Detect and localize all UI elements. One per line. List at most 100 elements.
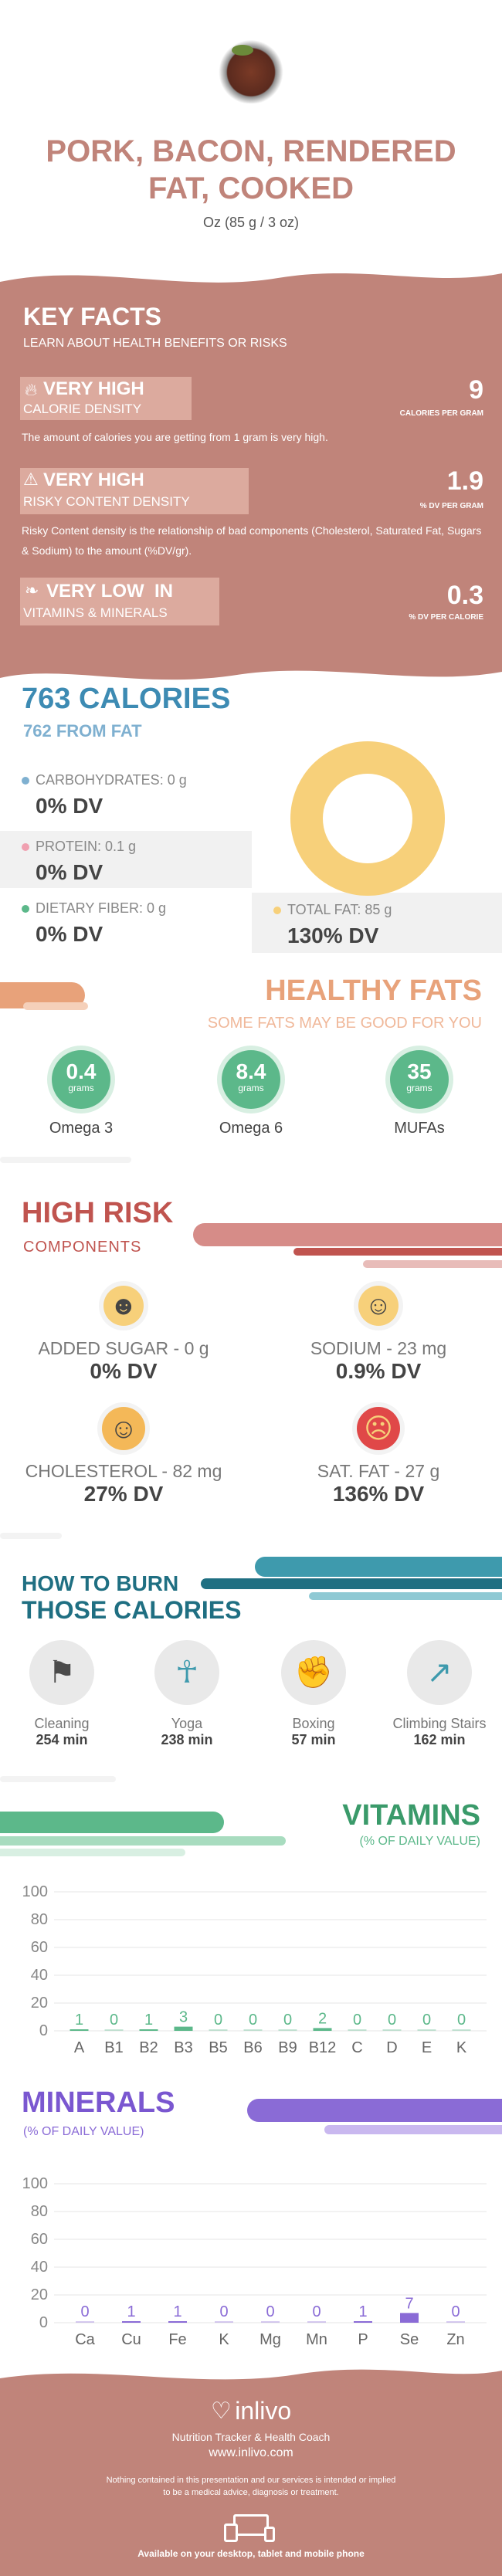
fat-block: TOTAL FAT: 85 g 130% DV xyxy=(252,893,502,953)
data-label: 1 xyxy=(127,2303,135,2320)
grin-face-icon: ☻ xyxy=(103,1286,144,1326)
bar xyxy=(446,2321,465,2323)
data-label: 0 xyxy=(266,2303,274,2320)
cleaning-icon: ⚑ xyxy=(29,1640,94,1705)
risk-dv: 136% DV xyxy=(332,1482,425,1506)
omega3-label: Omega 3 xyxy=(49,1120,114,1137)
key-facts-subtitle: LEARN ABOUT HEALTH BENEFITS OR RISKS xyxy=(23,337,287,350)
data-label: 0 xyxy=(388,2012,396,2029)
devices-icon xyxy=(224,2514,278,2542)
leaf-icon: ❧ xyxy=(25,581,39,600)
high-risk-banner xyxy=(193,1223,502,1246)
minerals-bar-chart: 0 20 40 60 80 100 0 Ca 1 Cu 1 Fe 0 K 0 Mg 0 Mn 1 P 7 Se 0 Zn xyxy=(22,2175,487,2348)
x-tick-label: C xyxy=(351,2039,362,2056)
risk-cholesterol: ☺ CHOLESTEROL - 82 mg 27% DV xyxy=(8,1407,239,1507)
footer-disclaimer: Nothing contained in this presentation a… xyxy=(106,2476,396,2497)
fat-mufas: 35 grams MUFAs xyxy=(377,1050,462,1137)
burn-activity: Yoga xyxy=(171,1716,203,1731)
y-tick-label: 20 xyxy=(31,1995,48,2012)
bar xyxy=(417,2029,436,2031)
omega6-label: Omega 6 xyxy=(219,1120,283,1137)
serving-size: Oz (85 g / 3 oz) xyxy=(202,215,300,230)
page-title: PORK, BACON, RENDERED FAT, COOKED xyxy=(46,134,456,205)
fact-name: VITAMINS & MINERALS xyxy=(23,605,168,620)
burn-time: 162 min xyxy=(413,1732,466,1747)
data-label: 0 xyxy=(451,2303,460,2320)
bar xyxy=(243,2029,263,2031)
y-tick-label: 60 xyxy=(31,1939,48,1956)
bar xyxy=(307,2321,326,2323)
fact-risky-content: ⚠ VERY HIGH RISKY CONTENT DENSITY 1.9 % … xyxy=(20,466,483,568)
sick-face-icon: ☹ xyxy=(357,1407,400,1450)
fact-value: 1.9 xyxy=(446,466,483,496)
calories-from-fat: 762 FROM FAT xyxy=(23,721,142,741)
data-label: 0 xyxy=(249,2012,257,2029)
warning-icon: ⚠ xyxy=(23,469,39,489)
y-tick-label: 80 xyxy=(31,1911,48,1928)
high-risk-subtitle: COMPONENTS xyxy=(23,1239,142,1256)
x-tick-label: B5 xyxy=(209,2039,227,2056)
key-facts-title: KEY FACTS xyxy=(23,303,161,330)
mufas-label: MUFAs xyxy=(394,1120,445,1137)
fat-dot xyxy=(273,907,281,914)
data-label: 0 xyxy=(214,2012,222,2029)
y-tick-label: 20 xyxy=(31,2286,48,2303)
y-tick-label: 100 xyxy=(22,1883,48,1900)
bar xyxy=(76,2321,94,2323)
bar xyxy=(400,2313,419,2323)
data-label: 1 xyxy=(173,2303,181,2320)
burn-activity: Climbing Stairs xyxy=(392,1716,487,1731)
data-label: 7 xyxy=(405,2295,413,2312)
x-tick-label: Ca xyxy=(75,2331,95,2348)
x-tick-label: B3 xyxy=(174,2039,192,2056)
brand-name: inlivo xyxy=(235,2397,292,2425)
x-tick-label: A xyxy=(74,2039,85,2056)
data-label: 1 xyxy=(75,2012,83,2029)
mufas-circle: 35 grams xyxy=(390,1050,449,1109)
stairs-icon: ↗ xyxy=(407,1640,472,1705)
healthy-fats-subtitle: SOME FATS MAY BE GOOD FOR YOU xyxy=(207,1015,482,1032)
x-tick-label: P xyxy=(358,2331,368,2348)
risk-label: SAT. FAT - 27 g xyxy=(317,1461,440,1481)
x-tick-label: B6 xyxy=(243,2039,262,2056)
data-label: 0 xyxy=(80,2303,89,2320)
risk-dv: 27% DV xyxy=(83,1482,164,1506)
x-tick-label: Mg xyxy=(259,2331,281,2348)
carbs-dv: 0% DV xyxy=(36,794,103,818)
minerals-subtitle: (% OF DAILY VALUE) xyxy=(23,2125,144,2138)
fat-omega6: 8.4 grams Omega 6 xyxy=(209,1050,293,1137)
data-label: 0 xyxy=(283,2012,292,2029)
omega3-circle: 0.4 grams xyxy=(52,1050,110,1109)
burn-stairs: ↗ Climbing Stairs 162 min xyxy=(382,1640,497,1748)
fact-unit: % DV PER GRAM xyxy=(419,502,483,510)
y-tick-label: 60 xyxy=(31,2231,48,2248)
bar xyxy=(122,2321,141,2323)
fact-desc: Risky Content density is the relationshi… xyxy=(22,524,482,557)
vitamins-banner xyxy=(0,1812,224,1833)
fact-unit: % DV PER CALORIE xyxy=(409,613,483,622)
fact-vitamins-minerals: ❧ VERY LOW IN VITAMINS & MINERALS 0.3 % … xyxy=(20,578,483,632)
risk-label: ADDED SUGAR - 0 g xyxy=(38,1338,209,1358)
risk-added-sugar: ☻ ADDED SUGAR - 0 g 0% DV xyxy=(8,1286,239,1384)
fat-label: TOTAL FAT: 85 g xyxy=(287,902,392,917)
footer-url[interactable]: www.inlivo.com xyxy=(209,2446,293,2459)
fact-level: VERY HIGH xyxy=(43,469,144,490)
fact-value: 9 xyxy=(469,375,483,405)
vitamins-bar-chart: 0 20 40 60 80 100 1 A 0 B1 1 B2 3 B3 0 B5 0 B6 0 B9 2 B12 0 C 0 D… xyxy=(22,1883,487,2056)
fiber-label: DIETARY FIBER: 0 g xyxy=(36,900,167,916)
fat-dv: 130% DV xyxy=(287,924,379,947)
protein-label: PROTEIN: 0.1 g xyxy=(36,839,137,854)
x-tick-label: B2 xyxy=(139,2039,158,2056)
carbs-label: CARBOHYDRATES: 0 g xyxy=(36,772,187,788)
carbs-dot xyxy=(22,777,29,785)
x-tick-label: B12 xyxy=(309,2039,337,2056)
x-tick-label: Se xyxy=(400,2331,419,2348)
risk-sat-fat: ☹ SAT. FAT - 27 g 136% DV xyxy=(263,1407,494,1507)
risk-label: SODIUM - 23 mg xyxy=(310,1338,447,1358)
bar xyxy=(348,2029,367,2031)
x-tick-label: Fe xyxy=(168,2331,186,2348)
x-tick-label: K xyxy=(456,2039,467,2056)
fact-unit: CALORIES PER GRAM xyxy=(399,409,483,418)
x-tick-label: Cu xyxy=(121,2331,141,2348)
footer-background xyxy=(0,2369,502,2576)
